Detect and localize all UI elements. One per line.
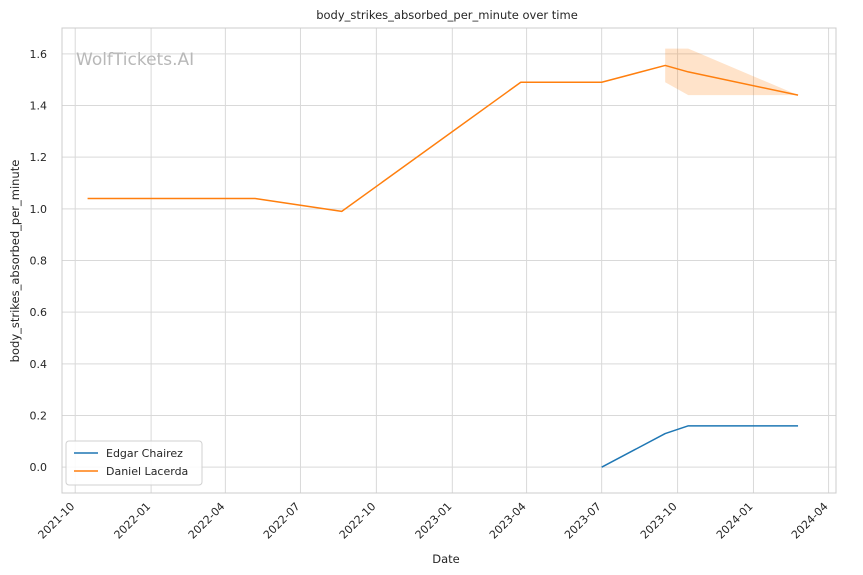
legend: Edgar Chairez Daniel Lacerda [65,440,203,486]
y-tick-label: 0.4 [30,358,48,371]
grid [62,28,836,493]
legend-box [65,440,203,486]
y-axis-ticks: 0.0 0.2 0.4 0.6 0.8 1.0 1.2 1.4 1.6 [30,48,48,474]
y-tick-label: 1.0 [30,203,48,216]
y-tick-label: 1.4 [30,100,48,113]
series-lines [87,64,799,468]
y-axis-label: body_strikes_absorbed_per_minute [8,160,22,363]
confidence-band [665,48,799,96]
x-axis-label: Date [432,552,460,566]
confidence-bands [665,48,799,96]
plot-frame [61,27,837,494]
y-tick-label: 0.0 [30,461,48,474]
y-tick-label: 0.8 [30,255,48,268]
y-tick-label: 1.2 [30,151,48,164]
legend-label: Daniel Lacerda [106,465,188,478]
y-tick-label: 1.6 [30,48,48,61]
legend-label: Edgar Chairez [106,447,183,460]
y-tick-label: 0.2 [30,410,48,423]
y-tick-label: 0.6 [30,306,48,319]
series-line [87,64,799,213]
chart-title: body_strikes_absorbed_per_minute over ti… [316,8,578,22]
watermark: WolfTickets.AI [76,50,194,70]
series-line [601,425,799,468]
